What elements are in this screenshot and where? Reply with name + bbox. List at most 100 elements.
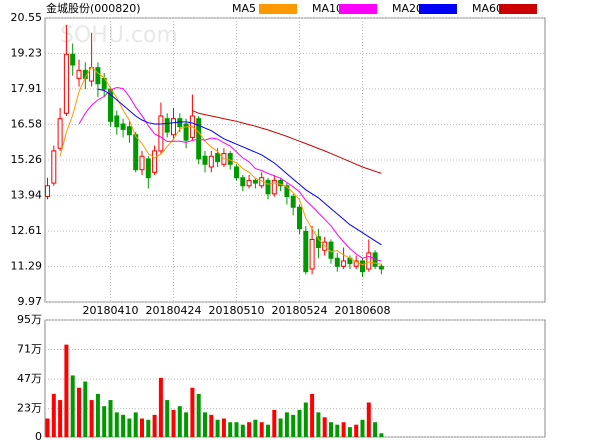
candle-body bbox=[246, 179, 252, 187]
volume-bar bbox=[196, 393, 201, 437]
volume-bar bbox=[51, 393, 56, 437]
volume-bar bbox=[140, 418, 144, 437]
candle-body bbox=[196, 118, 202, 160]
volume-bar bbox=[240, 424, 245, 437]
volume-bar bbox=[102, 406, 107, 437]
volume-bar bbox=[152, 414, 157, 437]
candle-body bbox=[353, 260, 359, 267]
legend-swatch bbox=[339, 4, 377, 14]
volume-bar bbox=[284, 412, 289, 437]
candle-body bbox=[76, 69, 82, 79]
candle-body bbox=[63, 53, 69, 114]
volume-bar bbox=[64, 344, 69, 437]
volume-bar bbox=[366, 402, 371, 437]
volume-bar bbox=[45, 418, 50, 437]
volume-bar bbox=[373, 422, 378, 437]
y-tick-label: 16.58 bbox=[11, 118, 43, 131]
candle-body bbox=[139, 155, 145, 171]
candle-body bbox=[284, 185, 290, 198]
volume-bar bbox=[127, 418, 132, 437]
volume-bar bbox=[89, 400, 94, 437]
volume-bar bbox=[335, 424, 340, 437]
candle-body bbox=[366, 252, 372, 270]
legend-swatch bbox=[259, 4, 297, 14]
candle-body bbox=[278, 179, 284, 187]
y-tick-label: 23万 bbox=[17, 402, 42, 415]
volume-bar bbox=[354, 424, 359, 437]
volume-bar bbox=[190, 387, 195, 437]
volume-bar bbox=[303, 402, 308, 437]
x-tick-label: 20180410 bbox=[83, 304, 139, 317]
candle-body bbox=[158, 115, 164, 152]
candle-body bbox=[183, 123, 189, 141]
candle-body bbox=[70, 53, 76, 66]
volume-bar bbox=[234, 422, 239, 437]
candle-body bbox=[240, 177, 246, 187]
candle-body bbox=[297, 206, 302, 230]
legend-swatch bbox=[499, 4, 537, 14]
volume-bar bbox=[158, 377, 163, 437]
volume-bar bbox=[253, 419, 258, 437]
volume-bar bbox=[146, 419, 151, 437]
volume-bar bbox=[310, 393, 315, 437]
candle-body bbox=[57, 118, 63, 149]
candle-body bbox=[177, 118, 183, 128]
volume-bar bbox=[247, 422, 252, 437]
candle-body bbox=[133, 134, 139, 171]
candle-body bbox=[315, 236, 321, 249]
y-tick-label: 0 bbox=[35, 430, 42, 440]
y-tick-label: 95万 bbox=[17, 313, 42, 326]
legend-label: MA5 bbox=[232, 2, 256, 15]
volume-bar bbox=[291, 414, 296, 437]
volume-bar bbox=[171, 409, 176, 437]
ma-line bbox=[78, 86, 382, 262]
y-tick-label: 15.26 bbox=[11, 153, 43, 166]
watermark: SOHU.com bbox=[60, 23, 178, 48]
ma-line bbox=[59, 66, 382, 266]
candle-body bbox=[208, 155, 214, 168]
volume-bar bbox=[316, 412, 321, 437]
volume-bar bbox=[108, 400, 113, 437]
volume-bar bbox=[272, 409, 277, 437]
candle-body bbox=[290, 196, 296, 208]
volume-bar bbox=[341, 422, 346, 437]
volume-bar bbox=[297, 409, 302, 437]
y-tick-label: 71万 bbox=[17, 343, 42, 356]
volume-bar bbox=[379, 433, 384, 437]
volume-bar bbox=[347, 427, 352, 437]
volume-bar bbox=[329, 422, 333, 437]
candle-body bbox=[215, 153, 221, 163]
y-tick-label: 17.91 bbox=[11, 82, 43, 95]
volume-bar bbox=[322, 417, 327, 437]
candle-body bbox=[227, 153, 233, 165]
candle-body bbox=[234, 166, 239, 179]
candle-body bbox=[145, 158, 151, 179]
volume-bar bbox=[70, 375, 75, 437]
volume-bar bbox=[177, 406, 182, 437]
candle-body bbox=[341, 260, 347, 267]
y-tick-label: 19.23 bbox=[11, 46, 43, 59]
volume-bar bbox=[221, 418, 226, 437]
candle-body bbox=[171, 118, 176, 136]
volume-bar bbox=[95, 393, 100, 437]
candle-body bbox=[126, 126, 132, 136]
y-tick-label: 9.97 bbox=[18, 295, 43, 308]
volume-bar bbox=[228, 422, 233, 437]
candle-body bbox=[303, 230, 309, 273]
volume-bar bbox=[266, 424, 270, 437]
candle-body bbox=[309, 238, 315, 270]
candle-body bbox=[360, 260, 365, 273]
candle-body bbox=[108, 88, 113, 122]
candle-body bbox=[334, 257, 340, 267]
y-tick-label: 20.55 bbox=[11, 11, 43, 24]
volume-bar bbox=[133, 412, 138, 437]
candle-body bbox=[114, 115, 120, 128]
ma-line bbox=[97, 88, 382, 246]
volume-bar bbox=[114, 412, 119, 437]
candle-body bbox=[152, 150, 158, 173]
candle-body bbox=[265, 179, 271, 195]
ma-line bbox=[192, 110, 382, 174]
x-tick-label: 20180424 bbox=[146, 304, 202, 317]
x-tick-label: 20180510 bbox=[209, 304, 265, 317]
